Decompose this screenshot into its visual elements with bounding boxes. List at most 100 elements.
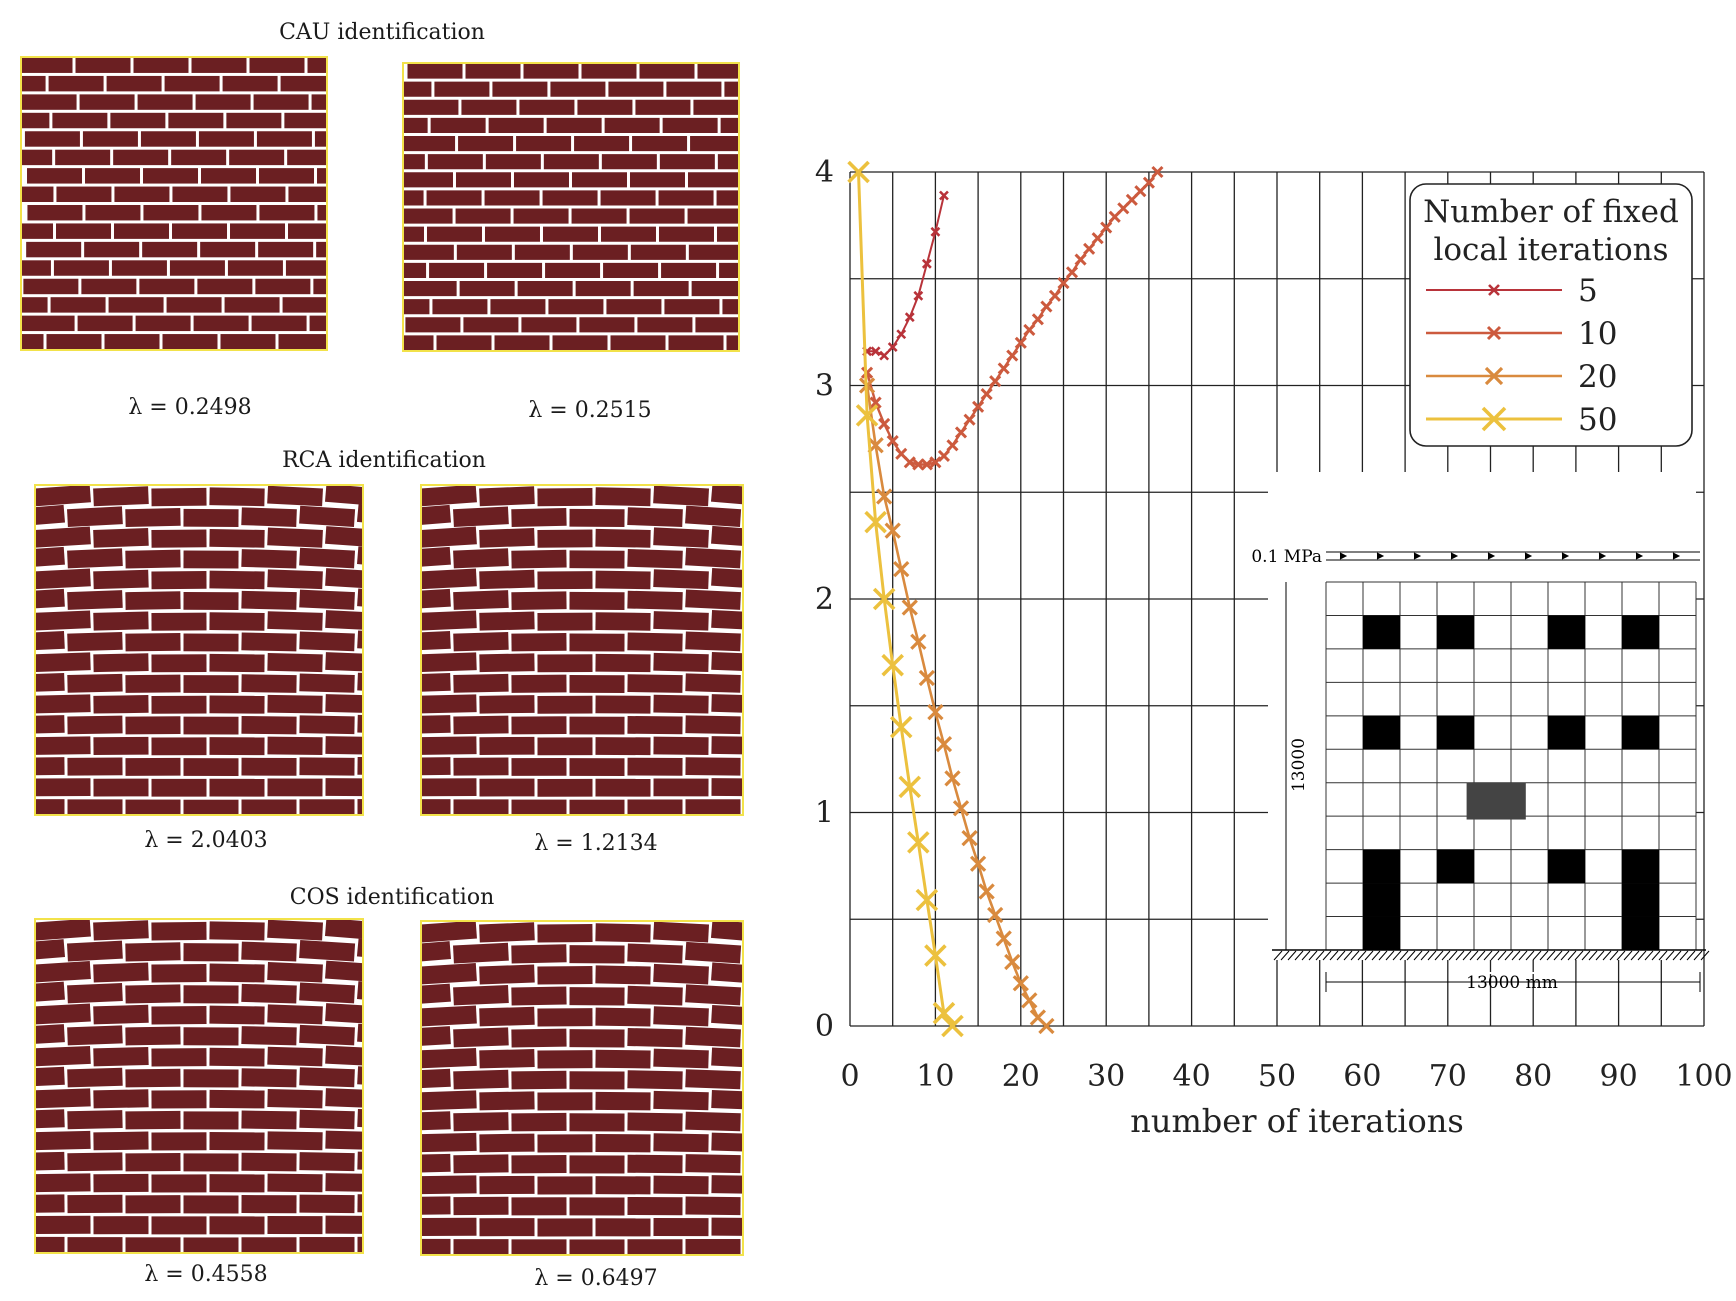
brick: [48, 75, 104, 92]
brick: [537, 571, 593, 590]
brick: [191, 57, 247, 73]
data-point: [907, 831, 930, 854]
brick: [662, 117, 718, 133]
brick: [183, 550, 239, 569]
brick: [67, 983, 123, 1004]
inset-width-label: 13000 mm: [1466, 973, 1558, 993]
data-point: [1048, 289, 1062, 302]
brick: [402, 299, 430, 315]
brick: [299, 631, 355, 652]
inset-solid-block: [1363, 916, 1400, 950]
brick: [125, 507, 181, 527]
brick: [325, 960, 364, 983]
brick: [494, 335, 550, 351]
brick: [93, 920, 149, 941]
brick: [653, 1175, 709, 1195]
brick: [56, 186, 112, 202]
brick: [241, 1152, 297, 1172]
data-point: [961, 829, 978, 847]
brick: [402, 190, 424, 206]
data-point: [855, 404, 879, 427]
brick: [511, 1239, 567, 1256]
brick: [27, 168, 83, 184]
inset-solid-block: [1437, 849, 1474, 884]
data-point: [879, 350, 890, 361]
brick: [325, 1173, 364, 1193]
data-point: [887, 342, 898, 352]
brick: [140, 131, 196, 147]
brick: [226, 112, 282, 129]
brick: [421, 1217, 477, 1237]
brick: [653, 527, 709, 548]
x-tick-label: 50: [1258, 1059, 1296, 1094]
brick: [241, 1195, 297, 1214]
brick: [492, 81, 548, 97]
brick: [639, 63, 695, 79]
brick: [209, 612, 265, 631]
brick: [479, 778, 535, 797]
brick: [610, 335, 666, 351]
brick: [299, 1109, 355, 1130]
inset-solid-block: [1622, 849, 1659, 884]
brick: [125, 674, 181, 693]
brick: [299, 547, 356, 569]
brick: [50, 297, 106, 313]
brick: [267, 1131, 323, 1151]
brick: [284, 112, 328, 129]
brick: [113, 149, 169, 166]
legend-label: 5: [1578, 273, 1598, 309]
brick: [569, 591, 625, 610]
brick: [299, 673, 355, 693]
brick: [325, 736, 364, 755]
brick: [67, 1194, 123, 1214]
brick: [453, 673, 509, 693]
brick: [513, 172, 569, 188]
brick: [183, 716, 239, 735]
brick: [434, 81, 490, 97]
brick: [711, 962, 744, 985]
inset-solid-block: [1363, 883, 1400, 917]
brick: [288, 223, 328, 239]
brick: [267, 569, 323, 590]
brick: [35, 1045, 91, 1067]
brick: [135, 315, 191, 332]
brick: [688, 244, 740, 260]
brick: [151, 1048, 207, 1067]
brick: [27, 205, 83, 221]
data-point: [937, 449, 951, 463]
brick: [172, 223, 228, 239]
brick: [125, 591, 181, 610]
brick: [325, 568, 364, 590]
brick: [75, 57, 131, 73]
brick: [511, 716, 567, 735]
y-tick-label: 0: [815, 1009, 834, 1044]
brick: [114, 186, 170, 202]
brick: [595, 737, 651, 756]
brick: [653, 1133, 709, 1153]
brick: [151, 737, 207, 756]
brick: [183, 592, 239, 610]
brick: [420, 673, 451, 693]
brick: [511, 549, 567, 569]
brick: [595, 528, 651, 548]
brick: [35, 610, 91, 631]
brick: [34, 918, 91, 941]
brick: [595, 1007, 651, 1027]
brick: [209, 1174, 265, 1193]
brick: [627, 757, 683, 776]
brick: [537, 1176, 593, 1195]
brick: [104, 334, 160, 350]
brick: [299, 799, 355, 816]
brick: [402, 117, 428, 133]
brick: [685, 715, 741, 735]
brick: [479, 1218, 535, 1237]
brick: [453, 942, 509, 964]
brick: [309, 315, 328, 332]
brick: [595, 1218, 651, 1237]
legend-title: Number of fixed: [1423, 194, 1679, 230]
data-point: [915, 888, 939, 912]
brick: [724, 81, 740, 97]
brick: [420, 526, 477, 548]
brick: [313, 278, 328, 295]
brick: [479, 1175, 535, 1195]
